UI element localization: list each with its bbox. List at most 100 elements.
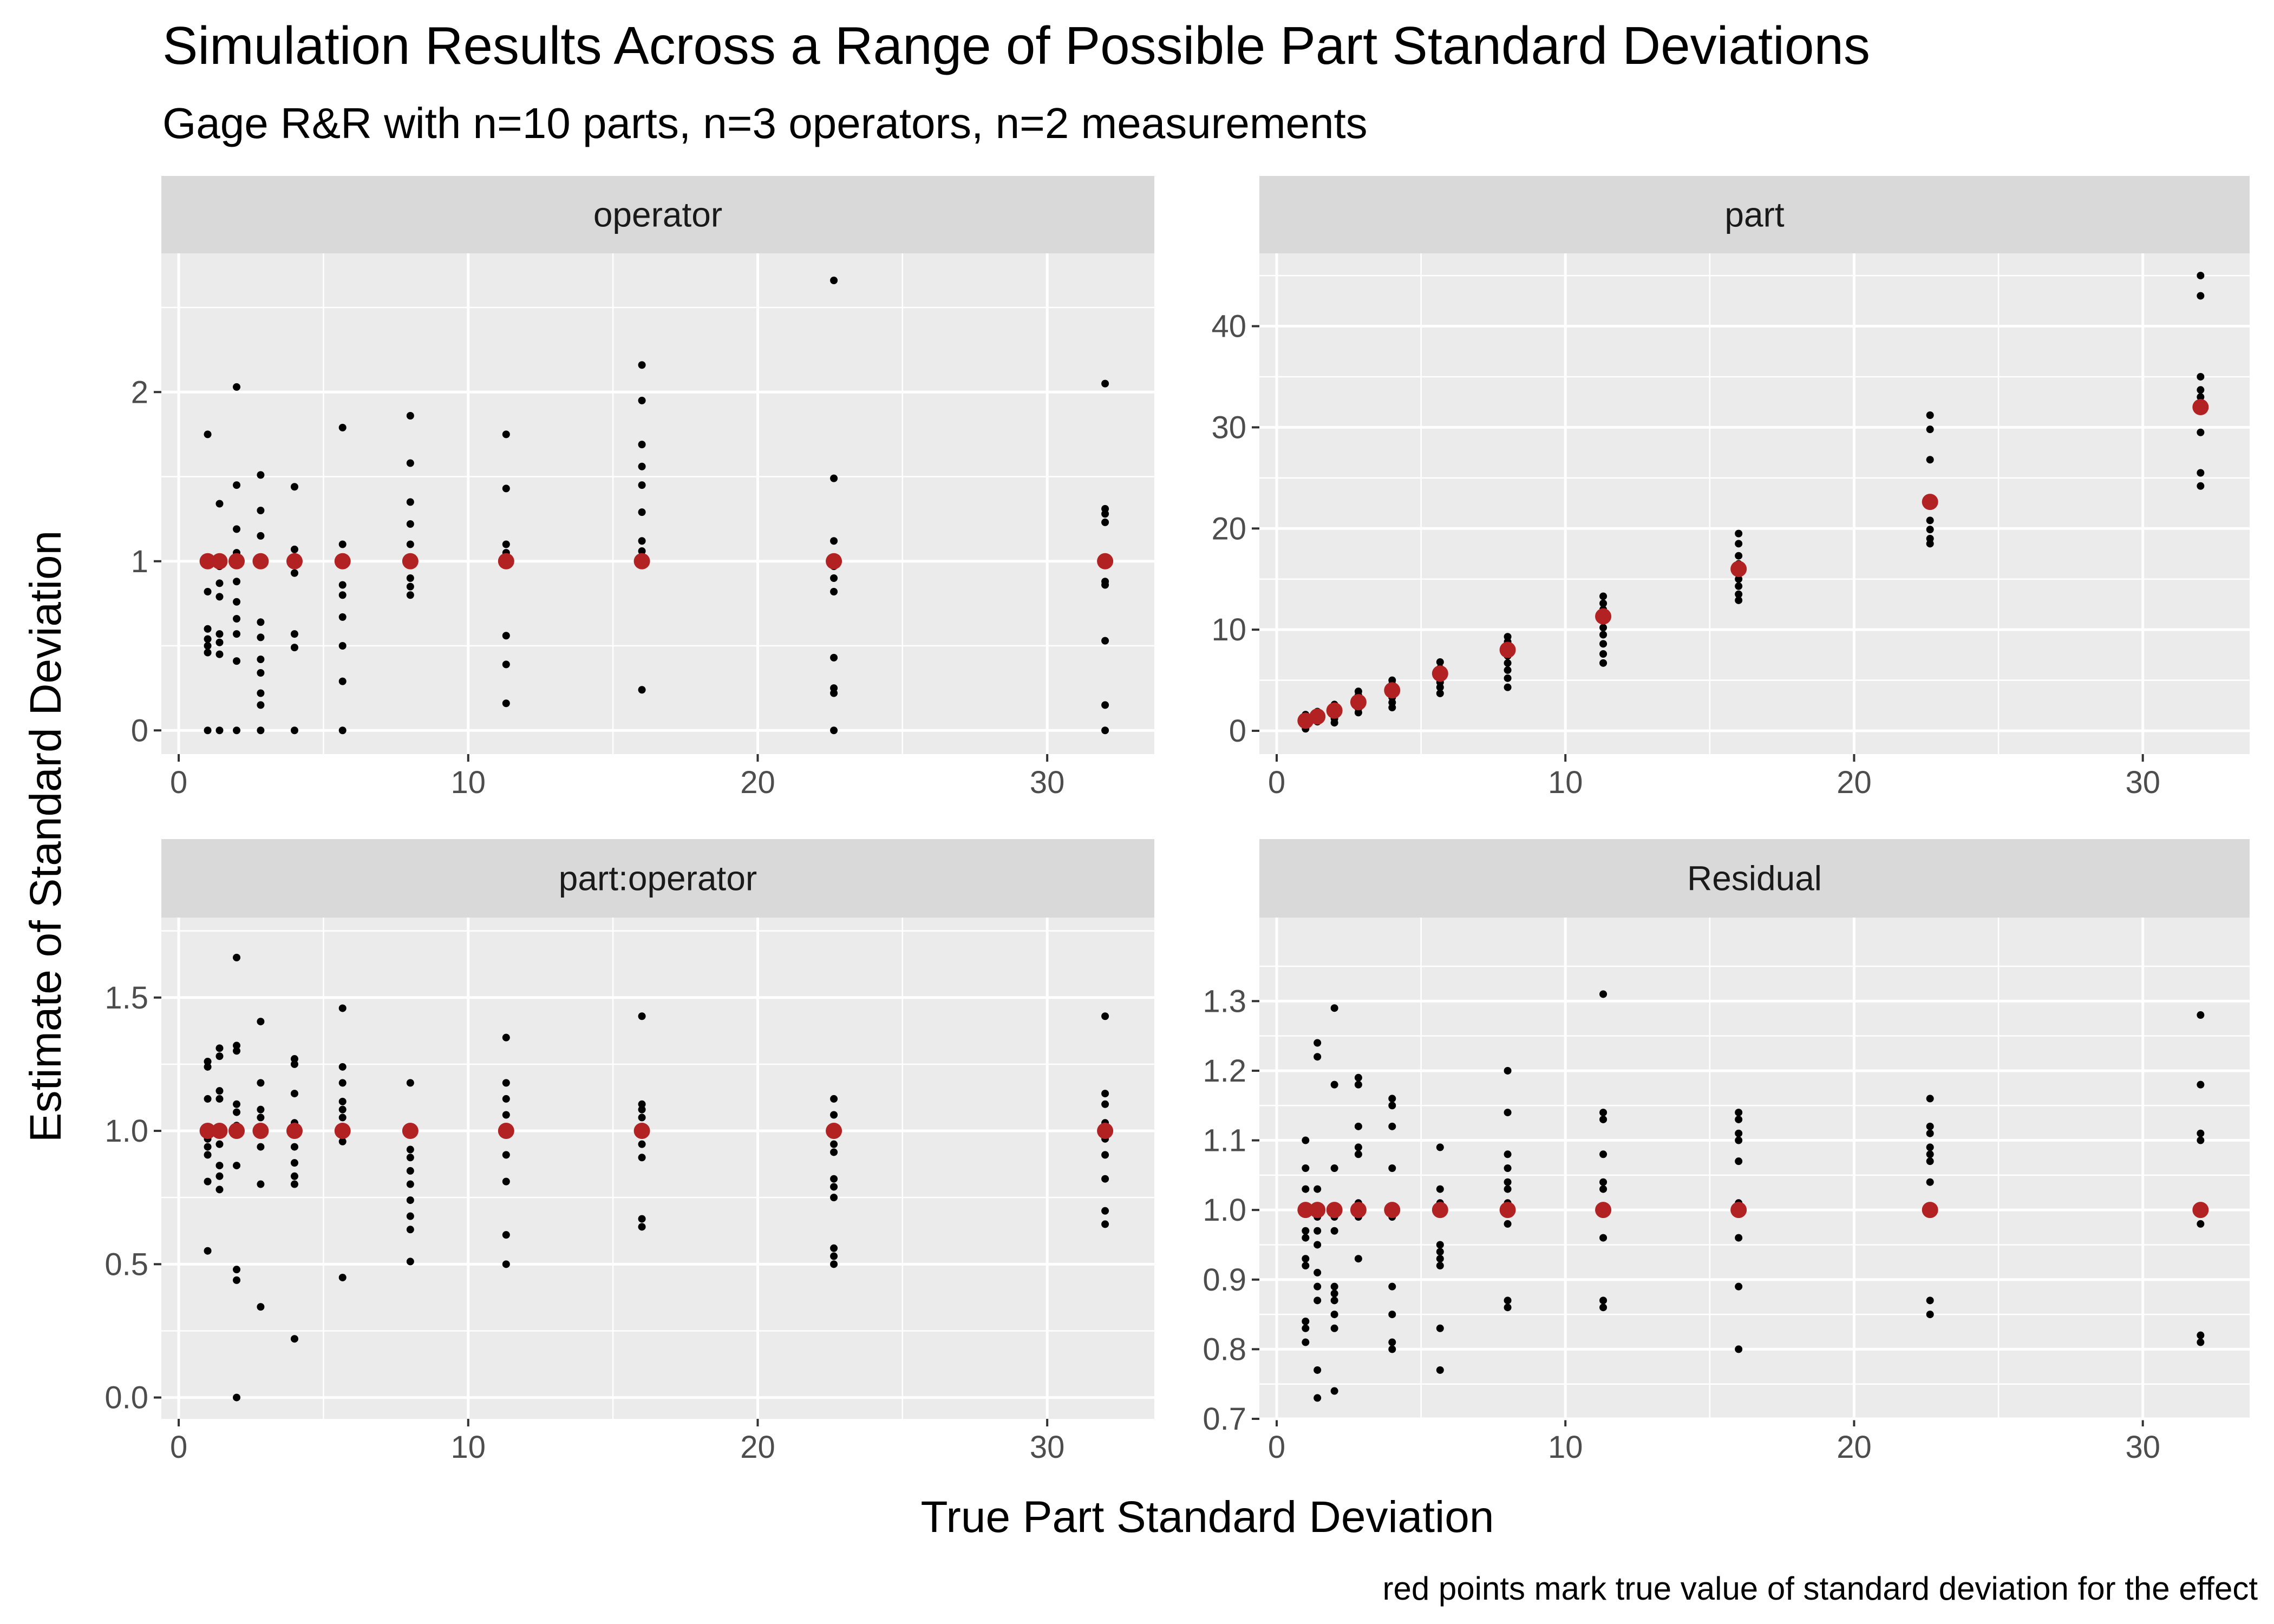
estimate-point xyxy=(1388,1122,1396,1130)
estimate-point xyxy=(290,1172,298,1180)
chart-title: Simulation Results Across a Range of Pos… xyxy=(162,16,1870,75)
estimate-point xyxy=(1735,529,1743,538)
estimate-point xyxy=(1926,1129,1934,1137)
estimate-point xyxy=(338,1004,347,1012)
estimate-point xyxy=(2197,393,2205,401)
estimate-point xyxy=(233,1047,241,1055)
true-value-point xyxy=(211,1123,228,1140)
estimate-point xyxy=(1599,1115,1608,1123)
estimate-point xyxy=(233,1042,241,1050)
estimate-point xyxy=(1302,1262,1310,1270)
estimate-point xyxy=(204,642,212,650)
estimate-point xyxy=(1388,1345,1396,1353)
estimate-point xyxy=(1599,1296,1608,1305)
estimate-point xyxy=(338,1137,347,1145)
estimate-point xyxy=(1101,518,1109,526)
estimate-point xyxy=(502,699,510,708)
estimate-point xyxy=(502,484,510,493)
estimate-point xyxy=(1926,1143,1934,1151)
true-value-point xyxy=(1326,702,1343,719)
estimate-point xyxy=(1330,1282,1338,1291)
estimate-point xyxy=(257,618,265,626)
estimate-point xyxy=(1302,1317,1310,1325)
estimate-point xyxy=(406,1212,414,1220)
true-value-point xyxy=(1595,1202,1612,1219)
estimate-point xyxy=(1504,1220,1512,1228)
estimate-point xyxy=(1926,411,1934,419)
estimate-point xyxy=(638,547,646,555)
true-value-point xyxy=(1384,1202,1401,1219)
estimate-point xyxy=(1504,1164,1512,1172)
estimate-point xyxy=(1101,1012,1109,1020)
estimate-point xyxy=(502,1111,510,1119)
estimate-point xyxy=(290,483,298,491)
true-value-point xyxy=(2192,399,2209,416)
estimate-point xyxy=(233,615,241,623)
facet-strip xyxy=(1259,839,2250,918)
estimate-point xyxy=(2197,1338,2205,1346)
estimate-point xyxy=(1599,1234,1608,1242)
panel-background xyxy=(1259,918,2250,1419)
estimate-point xyxy=(290,1055,298,1063)
estimate-point xyxy=(215,1140,224,1148)
estimate-point xyxy=(1436,1241,1444,1249)
y-tick-label: 1.0 xyxy=(104,1114,148,1149)
true-value-point xyxy=(1326,1202,1343,1219)
estimate-point xyxy=(830,474,838,482)
estimate-point xyxy=(406,412,414,420)
estimate-point xyxy=(406,574,414,582)
estimate-point xyxy=(257,532,265,540)
estimate-point xyxy=(830,1183,838,1191)
estimate-point xyxy=(1735,1115,1743,1123)
estimate-point xyxy=(638,1105,646,1114)
estimate-point xyxy=(830,1244,838,1252)
x-tick-label: 30 xyxy=(2125,765,2160,800)
estimate-point xyxy=(338,1273,347,1281)
estimate-point xyxy=(338,677,347,685)
estimate-point xyxy=(406,582,414,591)
estimate-point xyxy=(1314,1227,1322,1235)
estimate-point xyxy=(830,1252,838,1260)
estimate-point xyxy=(2197,386,2205,394)
estimate-point xyxy=(406,1079,414,1087)
estimate-point xyxy=(233,1162,241,1170)
estimate-point xyxy=(204,430,212,438)
estimate-point xyxy=(338,726,347,735)
estimate-point xyxy=(257,726,265,735)
estimate-point xyxy=(233,657,241,665)
estimate-point xyxy=(1926,516,1934,525)
estimate-point xyxy=(233,481,241,489)
true-value-point xyxy=(252,553,269,569)
true-value-point xyxy=(334,1123,351,1140)
estimate-point xyxy=(1926,456,1934,464)
estimate-point xyxy=(830,689,838,697)
estimate-point xyxy=(204,1177,212,1186)
estimate-point xyxy=(215,1095,224,1103)
true-value-point xyxy=(1350,694,1367,711)
true-value-point xyxy=(1499,1202,1516,1219)
estimate-point xyxy=(830,1111,838,1119)
estimate-point xyxy=(290,726,298,735)
estimate-point xyxy=(502,660,510,669)
y-tick-label: 20 xyxy=(1211,511,1246,546)
estimate-point xyxy=(1436,1366,1444,1374)
estimate-point xyxy=(406,540,414,548)
estimate-point xyxy=(1314,1296,1322,1305)
estimate-point xyxy=(502,1231,510,1239)
y-tick-label: 0 xyxy=(131,713,148,748)
estimate-point xyxy=(1735,596,1743,604)
estimate-point xyxy=(1599,1185,1608,1193)
estimate-point xyxy=(1735,1136,1743,1144)
estimate-point xyxy=(290,1143,298,1151)
estimate-point xyxy=(1314,1241,1322,1249)
estimate-point xyxy=(215,593,224,601)
estimate-point xyxy=(2197,292,2205,300)
estimate-point xyxy=(406,1196,414,1204)
estimate-point xyxy=(1101,1175,1109,1183)
estimate-point xyxy=(1302,1338,1310,1346)
x-tick-label: 0 xyxy=(1268,765,1285,800)
estimate-point xyxy=(338,1079,347,1087)
estimate-point xyxy=(1330,719,1338,727)
estimate-point xyxy=(338,1097,347,1105)
estimate-point xyxy=(830,1148,838,1156)
